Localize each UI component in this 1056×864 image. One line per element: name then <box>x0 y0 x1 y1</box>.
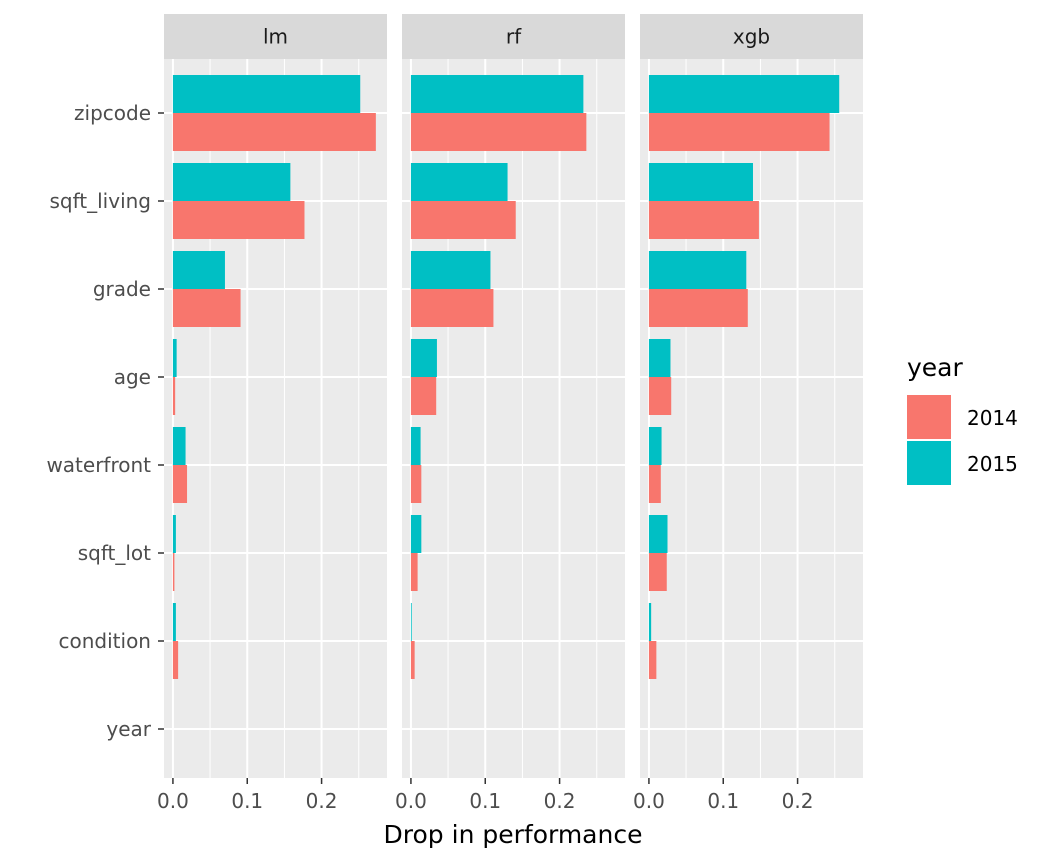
bar-rf-age-2015 <box>410 339 437 377</box>
bar-rf-zipcode-2014 <box>410 113 587 151</box>
strip-header-xgb <box>640 14 863 59</box>
bar-xgb-age-2014 <box>648 377 672 415</box>
strip-label-rf: rf <box>506 25 522 49</box>
bar-lm-waterfront-2014 <box>172 465 188 503</box>
bar-lm-zipcode-2015 <box>172 75 361 113</box>
bar-rf-sqft_lot-2014 <box>410 553 418 591</box>
bar-rf-condition-2015 <box>410 603 412 641</box>
strip-label-lm: lm <box>263 25 288 49</box>
bar-lm-age-2015 <box>172 339 177 377</box>
bar-xgb-condition-2014 <box>648 641 657 679</box>
strip-header-rf <box>402 14 625 59</box>
y-tick-label-zipcode: zipcode <box>74 101 151 125</box>
bar-rf-sqft_living-2015 <box>410 163 508 201</box>
bar-xgb-grade-2014 <box>648 289 748 327</box>
bar-rf-grade-2014 <box>410 289 494 327</box>
x-axis-title: Drop in performance <box>384 820 643 849</box>
bar-xgb-sqft_living-2015 <box>648 163 753 201</box>
bar-lm-waterfront-2015 <box>172 427 186 465</box>
y-tick-label-waterfront: waterfront <box>46 453 151 477</box>
x-tick-label: 0.1 <box>707 789 739 813</box>
bar-rf-age-2014 <box>410 377 437 415</box>
x-tick-label: 0.2 <box>544 789 576 813</box>
x-tick-label: 0.0 <box>157 789 189 813</box>
bar-lm-zipcode-2014 <box>172 113 376 151</box>
x-tick-label: 0.1 <box>231 789 263 813</box>
x-tick-label: 0.2 <box>306 789 338 813</box>
strip-label-xgb: xgb <box>733 25 770 49</box>
bar-rf-sqft_living-2014 <box>410 201 516 239</box>
legend-label-2014: 2014 <box>967 406 1018 430</box>
bar-lm-sqft_living-2014 <box>172 201 305 239</box>
bar-xgb-sqft_lot-2014 <box>648 553 667 591</box>
bar-xgb-sqft_lot-2015 <box>648 515 668 553</box>
bar-rf-condition-2014 <box>410 641 415 679</box>
legend: year 2014 2015 <box>907 353 1018 485</box>
bar-xgb-grade-2015 <box>648 251 747 289</box>
bar-xgb-sqft_living-2014 <box>648 201 759 239</box>
x-tick-label: 0.0 <box>395 789 427 813</box>
facet-panel-xgb: xgb 0.0 0.1 0.2 <box>633 14 863 813</box>
bar-lm-condition-2015 <box>172 603 176 641</box>
bar-lm-sqft_lot-2014 <box>172 553 175 591</box>
bar-xgb-zipcode-2015 <box>648 75 840 113</box>
y-tick-label-condition: condition <box>59 629 151 653</box>
bar-lm-sqft_living-2015 <box>172 163 291 201</box>
y-tick-label-age: age <box>114 365 151 389</box>
bar-lm-grade-2015 <box>172 251 225 289</box>
facet-panel-lm: lm 0.0 0.1 0.2 <box>157 14 387 813</box>
y-tick-label-year: year <box>106 717 151 741</box>
bar-rf-sqft_lot-2015 <box>410 515 422 553</box>
panels-layer: lm 0.0 0.1 0.2 rf 0.0 0.1 0.2 xgb 0.0 0.1 0.2 <box>157 14 863 813</box>
bar-lm-grade-2014 <box>172 289 241 327</box>
bar-lm-condition-2014 <box>172 641 179 679</box>
bar-xgb-waterfront-2015 <box>648 427 662 465</box>
bar-rf-waterfront-2015 <box>410 427 421 465</box>
bar-xgb-zipcode-2014 <box>648 113 830 151</box>
y-tick-label-grade: grade <box>93 277 151 301</box>
bar-lm-sqft_lot-2015 <box>172 515 176 553</box>
legend-title: year <box>907 353 963 382</box>
y-tick-label-sqft_living: sqft_living <box>49 189 151 213</box>
legend-label-2015: 2015 <box>967 452 1018 476</box>
strip-header-lm <box>164 14 387 59</box>
bar-rf-grade-2015 <box>410 251 491 289</box>
x-tick-label: 0.0 <box>633 789 665 813</box>
facet-panel-rf: rf 0.0 0.1 0.2 <box>395 14 625 813</box>
bar-rf-zipcode-2015 <box>410 75 584 113</box>
bar-rf-waterfront-2014 <box>410 465 422 503</box>
y-tick-label-sqft_lot: sqft_lot <box>78 541 151 565</box>
bar-xgb-waterfront-2014 <box>648 465 661 503</box>
legend-key-2015 <box>907 441 951 485</box>
legend-key-2014 <box>907 395 951 439</box>
bar-xgb-condition-2015 <box>648 603 652 641</box>
bar-xgb-age-2015 <box>648 339 671 377</box>
x-tick-label: 0.2 <box>782 789 814 813</box>
bar-lm-age-2014 <box>172 377 176 415</box>
x-tick-label: 0.1 <box>469 789 501 813</box>
